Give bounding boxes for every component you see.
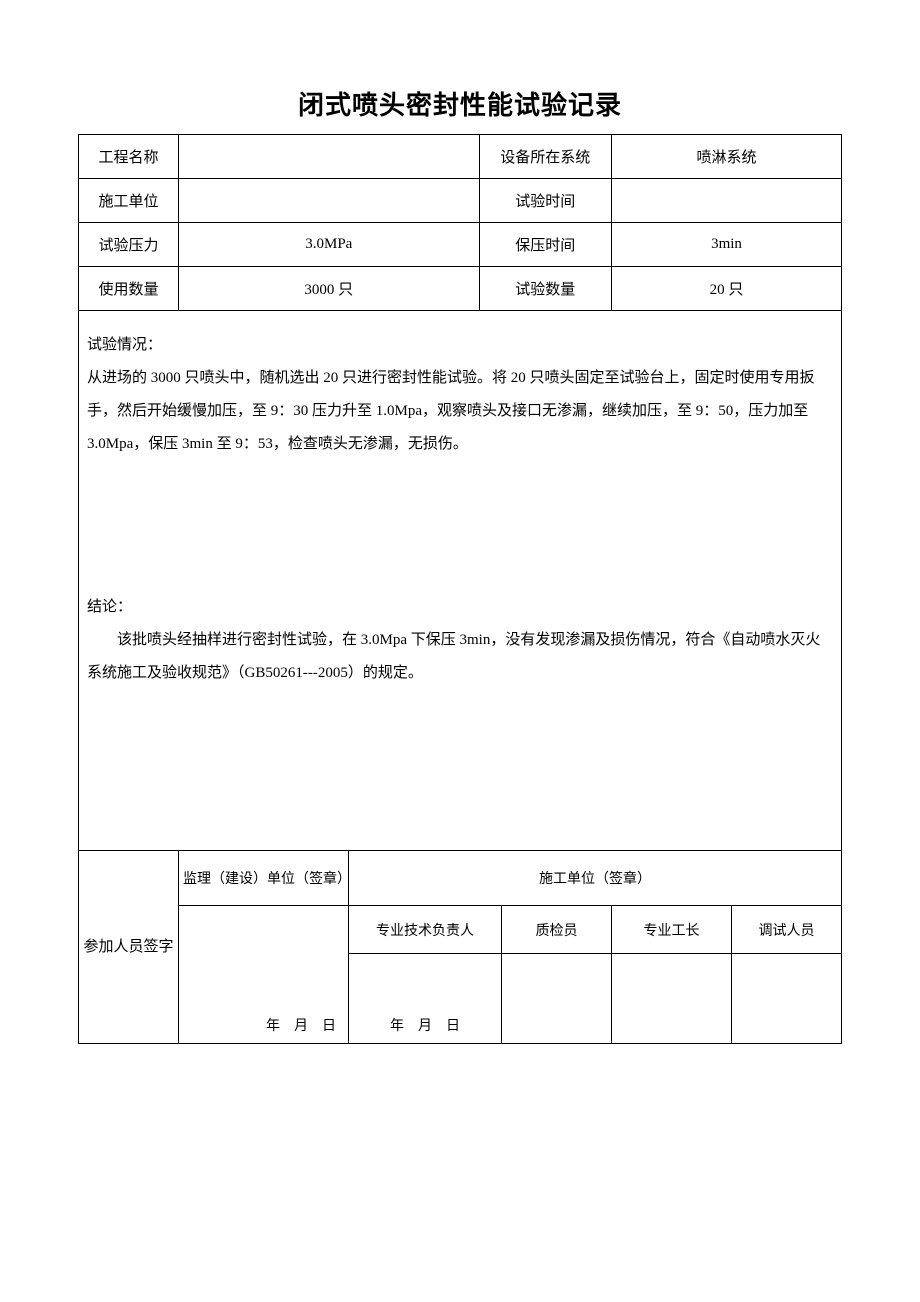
role-foreman: 专业工长: [612, 906, 732, 954]
document-title: 闭式喷头密封性能试验记录: [78, 85, 842, 122]
conclusion-block: 结论： 该批喷头经抽样进行密封性试验，在 3.0Mpa 下保压 3min，没有发…: [87, 591, 833, 690]
description-cell: 试验情况： 从进场的 3000 只喷头中，随机选出 20 只进行密封性能试验。将…: [79, 311, 842, 851]
debugger-blank: [732, 954, 842, 1044]
tech-lead-date: 年 月 日: [349, 954, 502, 1044]
label-test-qty: 试验数量: [479, 267, 611, 311]
label-hold-time: 保压时间: [479, 223, 611, 267]
situation-text: 从进场的 3000 只喷头中，随机选出 20 只进行密封性能试验。将 20 只喷…: [87, 362, 833, 461]
description-row: 试验情况： 从进场的 3000 只喷头中，随机选出 20 只进行密封性能试验。将…: [79, 311, 842, 851]
value-test-qty: 20 只: [612, 267, 842, 311]
value-contractor: [179, 179, 480, 223]
role-tech-lead: 专业技术负责人: [349, 906, 502, 954]
value-pressure: 3.0MPa: [179, 223, 480, 267]
conclusion-label: 结论：: [87, 591, 833, 624]
supervisor-header: 监理（建设）单位（签章）: [179, 851, 349, 906]
supervisor-date: 年 月 日: [179, 906, 349, 1044]
label-quantity: 使用数量: [79, 267, 179, 311]
contractor-header: 施工单位（签章）: [349, 851, 842, 906]
label-pressure: 试验压力: [79, 223, 179, 267]
role-qc: 质检员: [502, 906, 612, 954]
conclusion-text: 该批喷头经抽样进行密封性试验，在 3.0Mpa 下保压 3min，没有发现渗漏及…: [87, 624, 833, 690]
label-system: 设备所在系统: [479, 135, 611, 179]
value-project-name: [179, 135, 480, 179]
header-row-2: 施工单位 试验时间: [79, 179, 842, 223]
header-row-3: 试验压力 3.0MPa 保压时间 3min: [79, 223, 842, 267]
foreman-blank: [612, 954, 732, 1044]
label-contractor: 施工单位: [79, 179, 179, 223]
value-test-time: [612, 179, 842, 223]
record-table: 工程名称 设备所在系统 喷淋系统 施工单位 试验时间 试验压力 3.0MPa 保…: [78, 134, 842, 1044]
signature-roles-row: 年 月 日 专业技术负责人 质检员 专业工长 调试人员: [79, 906, 842, 954]
participants-label: 参加人员签字: [79, 851, 179, 1044]
value-hold-time: 3min: [612, 223, 842, 267]
header-row-1: 工程名称 设备所在系统 喷淋系统: [79, 135, 842, 179]
label-project-name: 工程名称: [79, 135, 179, 179]
qc-blank: [502, 954, 612, 1044]
value-system: 喷淋系统: [612, 135, 842, 179]
role-debugger: 调试人员: [732, 906, 842, 954]
value-quantity: 3000 只: [179, 267, 480, 311]
signature-header-row: 参加人员签字 监理（建设）单位（签章） 施工单位（签章）: [79, 851, 842, 906]
label-test-time: 试验时间: [479, 179, 611, 223]
header-row-4: 使用数量 3000 只 试验数量 20 只: [79, 267, 842, 311]
situation-label: 试验情况：: [87, 329, 833, 362]
